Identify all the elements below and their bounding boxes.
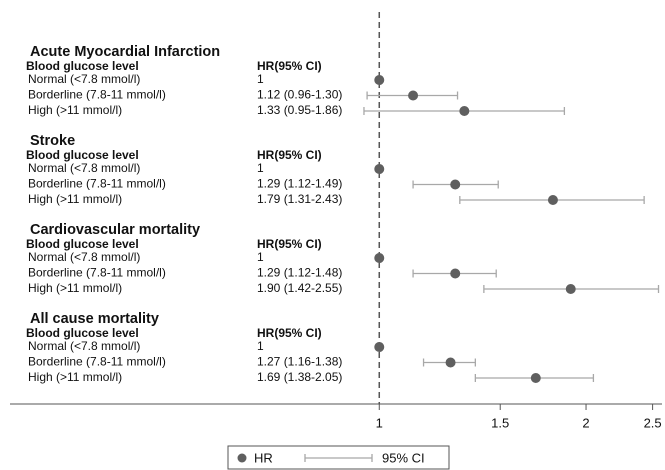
hr-label: 1.27 (1.16-1.38) xyxy=(257,355,342,369)
row-label: Normal (<7.8 mmol/l) xyxy=(28,72,140,86)
column-header: Blood glucose level xyxy=(26,148,139,162)
hr-point xyxy=(408,90,419,101)
legend-label: 95% CI xyxy=(382,450,425,465)
row-label: High (>11 mmol/l) xyxy=(28,192,122,206)
hr-point xyxy=(565,284,576,294)
hr-point xyxy=(374,75,385,85)
hr-label: 1 xyxy=(257,250,264,264)
hr-point xyxy=(450,268,461,279)
x-tick-label: 2 xyxy=(582,415,589,430)
row-label: High (>11 mmol/l) xyxy=(28,281,122,295)
row-label: High (>11 mmol/l) xyxy=(28,103,122,117)
legend-symbol xyxy=(237,453,247,463)
hr-label: 1.33 (0.95-1.86) xyxy=(257,103,342,117)
row-label: High (>11 mmol/l) xyxy=(28,370,122,384)
hr-point xyxy=(547,195,558,205)
hr-label: 1 xyxy=(257,161,264,175)
x-tick-label: 1 xyxy=(376,415,383,430)
hr-point xyxy=(530,373,541,383)
column-header: Blood glucose level xyxy=(26,237,139,251)
hr-point xyxy=(459,106,470,116)
x-tick-label: 2.5 xyxy=(644,415,662,430)
hr-point xyxy=(445,357,456,368)
hr-label: 1.79 (1.31-2.43) xyxy=(257,192,342,206)
column-header: Blood glucose level xyxy=(26,326,139,340)
x-tick-label: 1.5 xyxy=(491,415,509,430)
column-header: Blood glucose level xyxy=(26,59,139,73)
hr-point xyxy=(374,342,385,352)
group-title: All cause mortality xyxy=(30,311,159,327)
row-label: Normal (<7.8 mmol/l) xyxy=(28,161,140,175)
column-header: HR(95% CI) xyxy=(257,59,322,73)
hr-label: 1.90 (1.42-2.55) xyxy=(257,281,342,295)
hr-label: 1.69 (1.38-2.05) xyxy=(257,370,342,384)
row-label: Normal (<7.8 mmol/l) xyxy=(28,250,140,264)
hr-point xyxy=(374,253,385,263)
legend-label: HR xyxy=(254,450,273,465)
group-title: Acute Myocardial Infarction xyxy=(30,44,220,60)
row-label: Borderline (7.8-11 mmol/l) xyxy=(28,88,166,102)
row-label: Borderline (7.8-11 mmol/l) xyxy=(28,266,166,280)
hr-label: 1.12 (0.96-1.30) xyxy=(257,88,342,102)
column-header: HR(95% CI) xyxy=(257,148,322,162)
hr-point xyxy=(374,164,385,174)
row-label: Borderline (7.8-11 mmol/l) xyxy=(28,177,166,191)
hr-label: 1.29 (1.12-1.49) xyxy=(257,177,342,191)
column-header: HR(95% CI) xyxy=(257,326,322,340)
row-label: Normal (<7.8 mmol/l) xyxy=(28,339,140,353)
hr-label: 1 xyxy=(257,339,264,353)
column-header: HR(95% CI) xyxy=(257,237,322,251)
hr-label: 1.29 (1.12-1.48) xyxy=(257,266,342,280)
group-title: Stroke xyxy=(30,133,75,149)
row-label: Borderline (7.8-11 mmol/l) xyxy=(28,355,166,369)
hr-point xyxy=(450,179,461,190)
hr-label: 1 xyxy=(257,72,264,86)
group-title: Cardiovascular mortality xyxy=(30,222,200,238)
